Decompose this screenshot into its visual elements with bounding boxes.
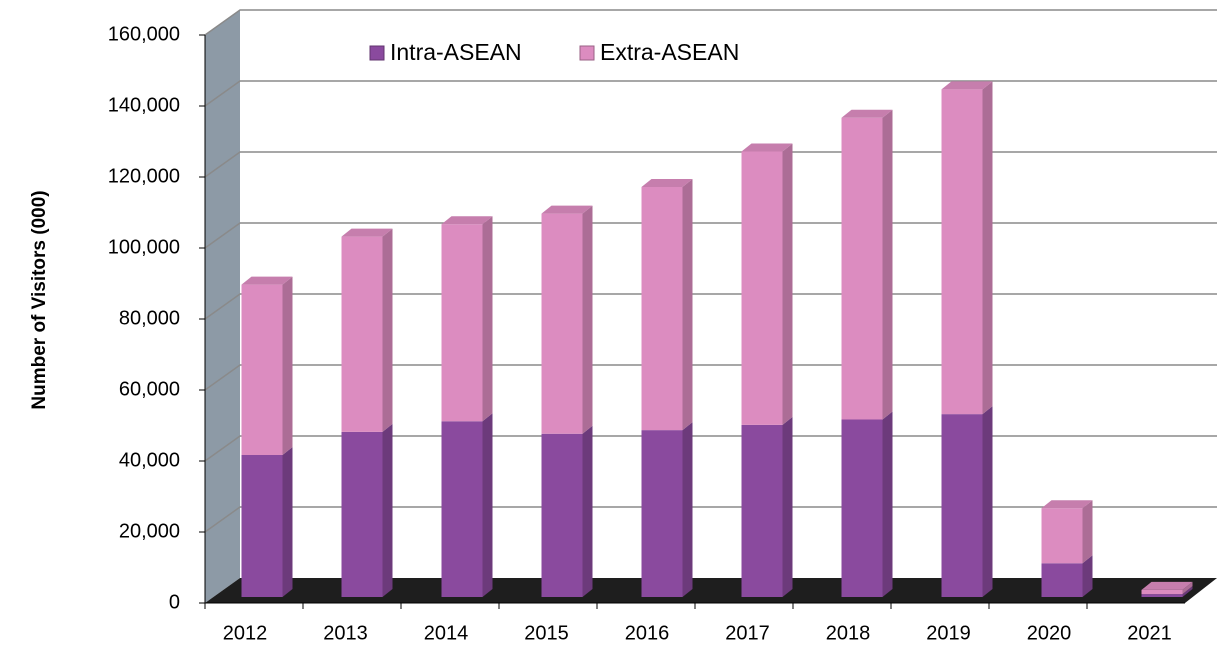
bar-face <box>641 186 683 431</box>
y-tick-label: 40,000 <box>119 449 180 471</box>
bar-face <box>382 228 393 432</box>
x-tick-label: 2017 <box>725 622 770 644</box>
y-tick-label: 80,000 <box>119 307 180 329</box>
bar <box>841 411 893 597</box>
bar-face <box>582 205 593 434</box>
x-tick-label: 2015 <box>524 622 569 644</box>
bar-face <box>982 81 993 415</box>
bar <box>441 216 493 422</box>
bar <box>541 205 593 434</box>
bar-face <box>1041 500 1093 509</box>
x-tick-label: 2021 <box>1127 622 1172 644</box>
bar-face <box>1041 563 1083 597</box>
bar <box>1141 586 1193 597</box>
bar-face <box>782 143 793 425</box>
bar-face <box>541 213 583 434</box>
bar-face <box>441 421 483 597</box>
bar-face <box>341 228 393 237</box>
bar-face <box>1082 500 1093 564</box>
bar-face <box>241 455 283 597</box>
bar <box>1041 555 1093 597</box>
bar <box>941 406 993 597</box>
bar-face <box>341 236 383 432</box>
bar-face <box>441 224 483 422</box>
bar <box>241 447 293 597</box>
bar <box>341 228 393 432</box>
bar-face <box>1182 581 1193 595</box>
bar-face <box>941 89 983 415</box>
x-tick-label: 2014 <box>424 622 469 644</box>
x-tick-label: 2018 <box>826 622 871 644</box>
bar-face <box>1182 586 1193 597</box>
bar-face <box>741 151 783 425</box>
bar-face <box>641 430 683 597</box>
bar-face <box>241 276 293 285</box>
bar-face <box>682 178 693 431</box>
bar-face <box>282 276 293 455</box>
y-tick-label: 140,000 <box>108 94 180 116</box>
y-tick-label: 100,000 <box>108 236 180 258</box>
bar <box>641 178 693 431</box>
bar-face <box>482 413 493 597</box>
bar-face <box>1141 594 1183 597</box>
grid-line <box>204 9 1217 36</box>
grid-line <box>204 151 1217 178</box>
bar-face <box>441 216 493 225</box>
y-tick-label: 160,000 <box>108 23 180 45</box>
bar <box>241 276 293 455</box>
x-tick-label: 2012 <box>223 622 268 644</box>
bar <box>741 416 793 597</box>
x-tick-label: 2019 <box>926 622 971 644</box>
bar-face <box>741 143 793 152</box>
legend-label: Intra-ASEAN <box>390 39 522 65</box>
x-tick-label: 2020 <box>1027 622 1072 644</box>
bar-face <box>582 425 593 597</box>
bar <box>341 423 393 597</box>
x-tick-label: 2013 <box>323 622 368 644</box>
bar <box>1141 581 1193 595</box>
bar-face <box>241 284 283 455</box>
bar-face <box>841 109 893 118</box>
bar-face <box>482 216 493 422</box>
y-tick-label: 20,000 <box>119 520 180 542</box>
y-tick-label: 120,000 <box>108 165 180 187</box>
bar-face <box>682 422 693 597</box>
bar <box>1041 500 1093 564</box>
bar-face <box>941 81 993 90</box>
bar-face <box>841 117 883 420</box>
bar <box>641 422 693 597</box>
x-tick-label: 2016 <box>625 622 670 644</box>
bar-face <box>741 424 783 597</box>
bar-face <box>382 423 393 597</box>
bar <box>741 143 793 425</box>
bar-face <box>541 433 583 597</box>
bar-face <box>1082 555 1093 597</box>
bar-face <box>982 406 993 597</box>
bar-face <box>641 178 693 187</box>
legend-swatch <box>579 45 595 61</box>
bar-face <box>282 447 293 597</box>
bar <box>541 425 593 597</box>
y-tick-label: 0 <box>169 591 180 613</box>
bar-face <box>341 431 383 597</box>
bar-face <box>882 109 893 420</box>
legend-swatch <box>369 45 385 61</box>
y-axis-title: Number of Visitors (000) <box>29 190 50 409</box>
bar-face <box>841 419 883 597</box>
legend-label: Extra-ASEAN <box>600 39 739 65</box>
bar-face <box>1141 589 1183 595</box>
bar <box>941 81 993 415</box>
bar-face <box>1041 508 1083 564</box>
bar-face <box>882 411 893 597</box>
bar-face <box>541 205 593 214</box>
bar-face <box>782 416 793 597</box>
bar-face <box>941 414 983 597</box>
y-tick-label: 60,000 <box>119 378 180 400</box>
grid-line <box>204 80 1217 107</box>
bar <box>441 413 493 597</box>
bar <box>841 109 893 420</box>
bar-face <box>1141 581 1193 590</box>
